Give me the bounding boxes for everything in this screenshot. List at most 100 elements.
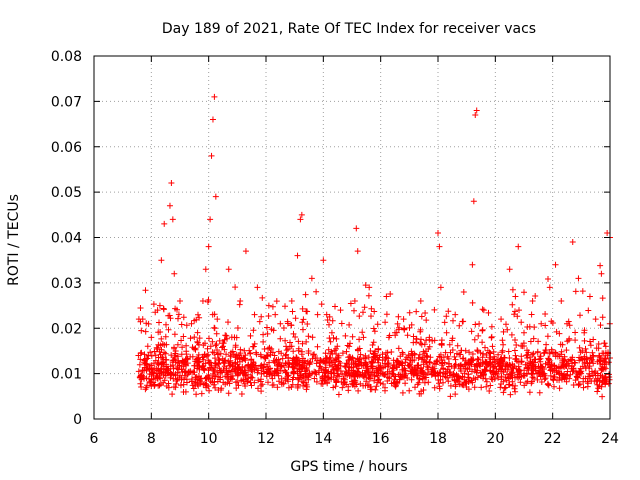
data-point <box>374 352 381 359</box>
data-point <box>586 293 593 300</box>
data-point <box>604 229 611 236</box>
data-point <box>211 93 218 100</box>
data-point <box>220 343 226 350</box>
data-point <box>400 316 407 323</box>
data-point <box>207 216 214 223</box>
y-tick-label: 0.08 <box>51 49 82 65</box>
y-tick-label: 0 <box>73 412 82 428</box>
data-point <box>353 225 360 232</box>
data-point <box>225 266 232 273</box>
data-point <box>546 284 553 291</box>
data-point <box>417 298 424 305</box>
data-point <box>515 243 522 250</box>
data-point <box>538 320 545 327</box>
x-tick-label: 14 <box>314 431 332 447</box>
data-point <box>308 275 315 282</box>
data-point <box>265 302 272 309</box>
data-point <box>521 329 527 336</box>
data-point <box>277 320 284 327</box>
background-point-cloud <box>135 262 613 400</box>
data-point <box>260 338 267 345</box>
data-point <box>144 361 151 368</box>
data-point <box>346 343 353 350</box>
data-point <box>360 334 367 341</box>
data-point <box>208 152 215 159</box>
data-point <box>172 347 179 354</box>
data-point <box>569 239 576 246</box>
data-point <box>392 329 398 336</box>
plot-frame <box>93 55 611 420</box>
data-point <box>460 288 467 295</box>
data-point <box>337 307 344 314</box>
data-point <box>169 216 176 223</box>
data-point <box>214 316 221 323</box>
x-tick-label: 10 <box>200 431 218 447</box>
data-point <box>480 307 487 314</box>
data-point <box>158 257 165 264</box>
data-point <box>470 198 477 205</box>
x-tick-label: 22 <box>544 431 562 447</box>
chart-title: Day 189 of 2021, Rate Of TEC Index for r… <box>162 21 536 37</box>
data-point <box>592 316 599 323</box>
x-axis-label: GPS time / hours <box>290 459 407 475</box>
data-point <box>199 298 206 305</box>
data-point <box>473 107 480 114</box>
data-point <box>298 211 305 218</box>
data-point <box>558 298 565 305</box>
data-point <box>443 329 450 336</box>
x-tick-label: 20 <box>486 431 504 447</box>
data-point <box>452 311 459 318</box>
data-point <box>409 357 416 364</box>
y-tick-label: 0.06 <box>51 140 82 156</box>
data-point <box>209 116 216 123</box>
data-point <box>320 257 327 264</box>
data-point <box>354 248 361 255</box>
data-point <box>498 316 505 323</box>
data-point <box>188 320 195 327</box>
data-point <box>598 270 605 277</box>
data-point <box>328 329 335 336</box>
data-point <box>351 298 358 305</box>
y-tick-label: 0.05 <box>51 185 82 201</box>
data-point <box>271 352 278 359</box>
data-point <box>437 284 444 291</box>
data-points <box>135 93 613 400</box>
x-tick-label: 6 <box>90 431 99 447</box>
data-point <box>205 243 212 250</box>
y-tick-label: 0.07 <box>51 94 82 110</box>
data-point <box>251 311 258 318</box>
data-point <box>202 266 209 273</box>
data-point <box>288 298 295 305</box>
data-point <box>529 298 536 305</box>
data-point <box>294 252 301 259</box>
y-axis-label: ROTI / TECUs <box>6 194 22 286</box>
data-point <box>154 375 161 382</box>
y-tick-label: 0.03 <box>51 276 82 292</box>
data-point <box>383 293 390 300</box>
data-point <box>564 320 570 327</box>
data-point <box>472 111 479 118</box>
axis-ticks: 6 8 10 12 14 16 18 20 22 24 0 0.01 0.02 0.03 0.04 0.05 0… <box>51 49 619 447</box>
x-tick-label: 18 <box>429 431 447 447</box>
data-point <box>506 266 513 273</box>
data-point <box>161 220 168 227</box>
data-point <box>426 334 433 341</box>
data-point <box>148 334 155 341</box>
data-point <box>581 329 588 336</box>
data-point <box>182 361 189 368</box>
data-point <box>194 338 201 345</box>
data-point <box>254 284 261 291</box>
y-tick-label: 0.01 <box>51 367 82 383</box>
data-point <box>231 334 238 341</box>
y-tick-label: 0.04 <box>51 231 82 247</box>
data-point <box>237 298 244 305</box>
data-point <box>283 343 290 350</box>
x-tick-label: 8 <box>147 431 156 447</box>
data-point <box>212 193 219 200</box>
data-point <box>575 275 582 282</box>
data-point <box>248 361 255 368</box>
y-tick-label: 0.02 <box>51 321 82 337</box>
data-point <box>168 180 175 187</box>
